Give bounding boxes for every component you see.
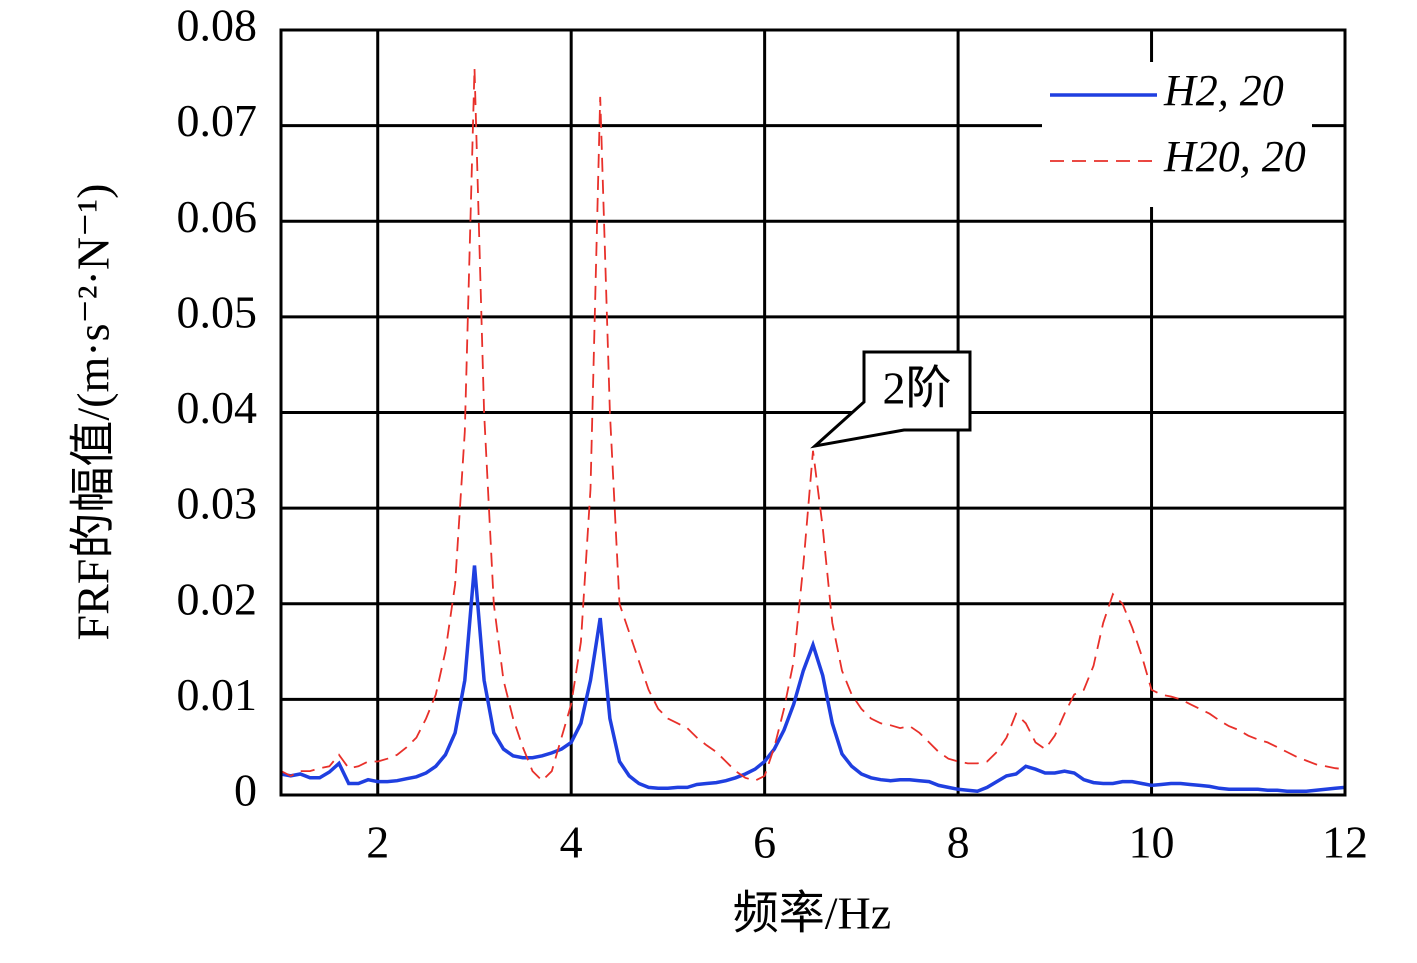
y-tick-label: 0.04: [177, 382, 258, 433]
x-tick-label: 12: [1322, 817, 1368, 868]
y-tick-label: 0.08: [177, 0, 258, 51]
y-tick-label: 0.01: [177, 669, 258, 720]
y-axis-label: FRF的幅值/(m·s⁻²·N⁻¹): [68, 184, 119, 641]
annotation-text: 2阶: [883, 363, 952, 414]
line-series: [280, 565, 1346, 793]
x-tick-label: 8: [947, 817, 970, 868]
x-tick-label: 2: [366, 817, 389, 868]
x-tick-label: 6: [753, 817, 776, 868]
y-tick-label: 0.03: [177, 478, 258, 529]
legend-label: H20, 20: [1163, 132, 1306, 181]
annotation-box: [810, 350, 972, 449]
plot-frame: [279, 28, 1347, 797]
y-tick-label: 0.05: [177, 286, 258, 337]
legend-box: [1042, 62, 1312, 207]
y-tick-label: 0: [234, 765, 257, 816]
x-tick-label: 4: [560, 817, 583, 868]
legend-label: H2, 20: [1163, 66, 1284, 115]
x-axis-label: 频率/Hz: [733, 888, 891, 939]
y-tick-label: 0.07: [177, 95, 258, 146]
line-series: [280, 68, 1346, 782]
x-tick-label: 10: [1129, 817, 1175, 868]
y-tick-label: 0.06: [177, 191, 258, 242]
y-tick-label: 0.02: [177, 573, 258, 624]
